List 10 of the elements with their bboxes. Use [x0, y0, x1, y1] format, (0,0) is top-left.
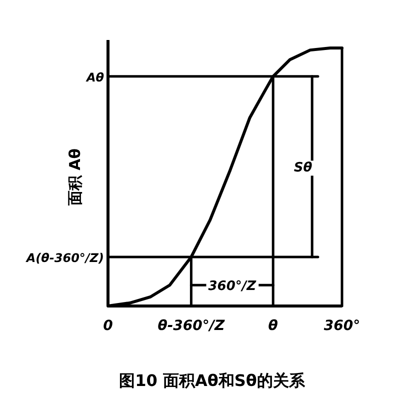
annotation: 360°/Z [208, 279, 257, 294]
x-tick-label: 360° [324, 318, 360, 334]
text: 图10 面积Aθ和Sθ的关系 [119, 371, 306, 390]
annotation: Aθ [85, 70, 104, 84]
x-tick-label: θ [268, 318, 278, 334]
y-axis-title: 面积 Aθ [66, 148, 84, 207]
x-tick-label: 0 [103, 318, 114, 334]
annotation: Sθ [294, 160, 312, 176]
x-tick-label: θ-360°/Z [158, 318, 226, 334]
annotation: A(θ-360°/Z) [25, 250, 104, 265]
